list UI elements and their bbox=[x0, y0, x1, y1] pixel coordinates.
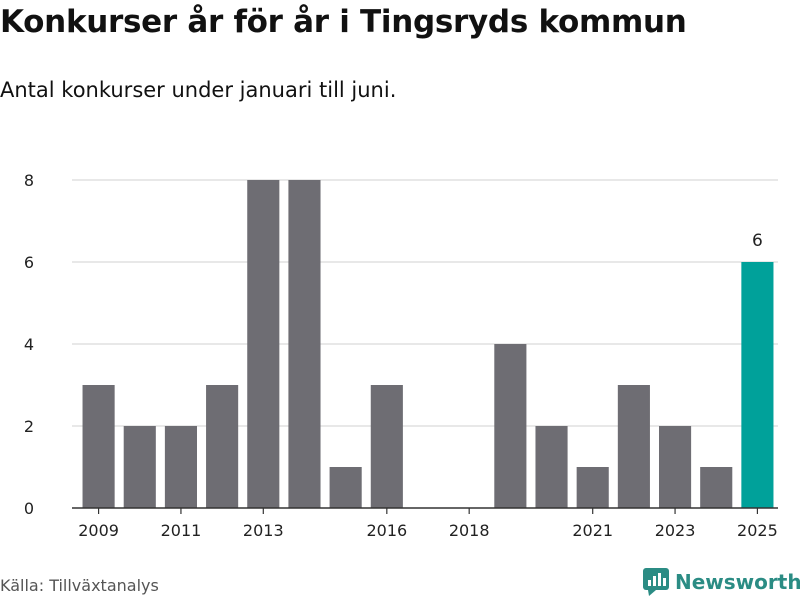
x-tick-label: 2018 bbox=[449, 521, 490, 540]
bar-2021 bbox=[576, 467, 609, 508]
bar-2023 bbox=[659, 426, 692, 508]
bar-2012 bbox=[206, 385, 239, 508]
bar-2016 bbox=[370, 385, 403, 508]
x-tick-label: 2013 bbox=[243, 521, 284, 540]
chart-title: Konkurser år för år i Tingsryds kommun bbox=[0, 4, 687, 40]
bar-2020 bbox=[535, 426, 568, 508]
x-tick-label: 2021 bbox=[572, 521, 613, 540]
newsworthy-logo-icon bbox=[643, 568, 669, 596]
x-tick-label: 2009 bbox=[78, 521, 119, 540]
x-tick-label: 2025 bbox=[737, 521, 778, 540]
y-tick-label: 0 bbox=[24, 499, 34, 518]
y-tick-label: 8 bbox=[24, 171, 34, 190]
x-tick-label: 2011 bbox=[161, 521, 202, 540]
bar-2025 bbox=[741, 262, 774, 508]
y-tick-label: 6 bbox=[24, 253, 34, 272]
x-tick-label: 2016 bbox=[366, 521, 407, 540]
bar-chart: 0 2 4 6 8 2009 2011 2013 2016 2018 2021 2023 2025 6 bbox=[24, 171, 778, 540]
y-tick-label: 4 bbox=[24, 335, 34, 354]
y-tick-label: 2 bbox=[24, 417, 34, 436]
bar-2009 bbox=[82, 385, 115, 508]
x-tick-label: 2023 bbox=[655, 521, 696, 540]
bar-2014 bbox=[288, 180, 321, 508]
bar-2024 bbox=[700, 467, 733, 508]
bar-2022 bbox=[617, 385, 650, 508]
bar-2013 bbox=[247, 180, 280, 508]
source-note: Källa: Tillväxtanalys bbox=[0, 576, 159, 595]
bar-2010 bbox=[123, 426, 156, 508]
data-label: 6 bbox=[752, 231, 763, 251]
bar-2019 bbox=[494, 344, 527, 508]
brand-name: Newsworthy bbox=[675, 570, 800, 594]
bar-2015 bbox=[329, 467, 362, 508]
chart-subtitle: Antal konkurser under januari till juni. bbox=[0, 78, 397, 102]
bar-2011 bbox=[164, 426, 197, 508]
brand-logo: Newsworthy bbox=[643, 568, 800, 596]
